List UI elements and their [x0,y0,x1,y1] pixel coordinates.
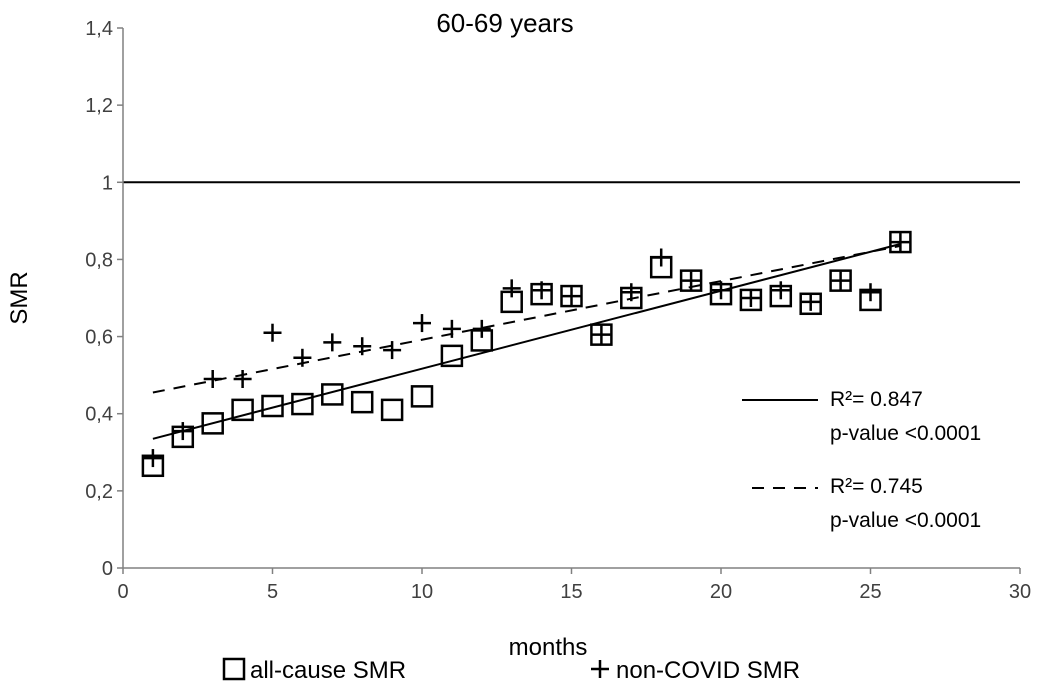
chart-title: 60-69 years [436,8,573,38]
point-non-covid [413,314,431,333]
point-all-cause [889,230,912,254]
point-non-covid [801,292,820,311]
point-non-covid [712,281,730,300]
point-non-covid [771,281,790,300]
point-all-cause [321,383,344,406]
trend-line-all-cause [152,243,901,440]
x-tick-label: 10 [411,581,433,603]
point-all-cause [291,392,314,416]
x-axis-label: months [509,634,588,661]
point-all-cause [679,269,703,292]
point-all-cause [560,284,583,308]
annotation-r2-solid: R²= 0.847 [830,388,923,411]
point-non-covid [383,341,402,360]
point-non-covid [293,348,312,367]
point-non-covid [682,271,701,290]
point-non-covid [831,271,850,290]
tick-labels: 0 0,2 0,4 0,6 0,8 1 1,2 1,4 0 5 10 15 20 25 30 [85,18,1031,603]
point-non-covid [353,337,372,356]
legend-plus-marker [591,660,609,678]
x-tick-label: 25 [859,581,881,603]
y-tick-label: 0,2 [85,481,113,503]
point-non-covid [442,319,461,338]
y-tick-label: 1,2 [85,95,113,117]
y-axis-label: SMR [6,271,33,324]
point-non-covid [143,449,162,468]
point-non-covid [622,283,641,302]
point-non-covid [502,279,521,298]
point-non-covid [562,287,581,306]
point-all-cause [350,390,374,414]
annotation-p-dashed: p-value <0.0001 [830,509,981,532]
point-non-covid [891,233,910,252]
y-tick-label: 0,4 [85,404,113,426]
x-tick-label: 0 [117,581,128,603]
point-all-cause [380,398,404,422]
legend: all-cause SMR non-COVID SMR [222,657,800,684]
y-tick-label: 1,4 [85,18,113,40]
y-tick-label: 0,6 [85,327,113,349]
point-all-cause [590,323,613,346]
data-points [141,230,912,478]
y-tick-label: 1 [102,172,113,194]
point-non-covid [741,289,760,307]
x-tick-label: 5 [267,581,278,603]
point-non-covid [263,323,282,342]
x-tick-label: 30 [1009,581,1031,603]
legend-label-non-covid: non-COVID SMR [616,657,800,684]
y-tick-label: 0 [102,558,113,580]
point-all-cause [829,269,852,292]
y-tick-label: 0,8 [85,249,113,271]
point-non-covid [173,422,192,441]
point-non-covid [233,370,252,388]
point-non-covid [323,333,342,352]
legend-square-marker [222,657,246,681]
point-non-covid [652,248,671,267]
x-tick-label: 15 [560,581,582,603]
point-all-cause [410,385,434,408]
annotation-r2-dashed: R²= 0.745 [830,475,923,498]
trend-line-non-covid [152,244,901,394]
trend-lines [152,243,901,440]
point-all-cause [231,398,254,422]
point-non-covid [203,370,222,388]
point-non-covid [472,319,491,338]
point-non-covid [861,283,880,302]
point-non-covid [532,281,551,300]
regression-annotations: R²= 0.847 p-value <0.0001 R²= 0.745 p-va… [742,388,981,532]
legend-label-all-cause: all-cause SMR [250,657,406,684]
x-tick-label: 20 [710,581,732,603]
point-all-cause [440,344,464,368]
point-non-covid [592,325,611,344]
point-all-cause [261,394,284,418]
annotation-p-solid: p-value <0.0001 [830,422,981,445]
point-all-cause [201,412,224,435]
